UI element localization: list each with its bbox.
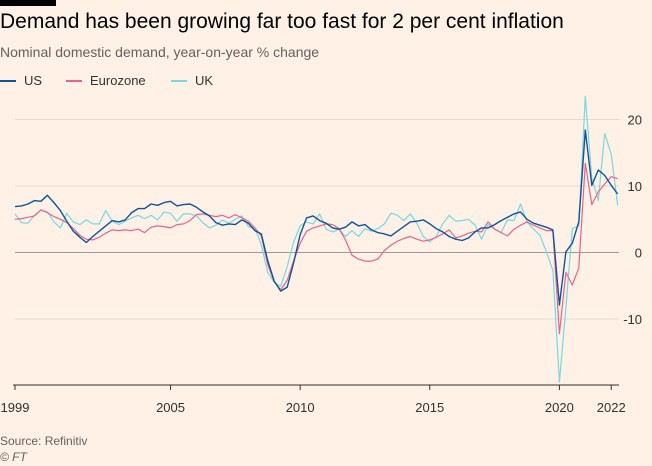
chart-title: Demand has been growing far too fast for… (0, 10, 564, 33)
legend-swatch-us (0, 79, 16, 82)
legend-item-uk: UK (171, 73, 213, 88)
brand-topbar (0, 0, 56, 6)
y-tick-label: 0 (635, 246, 642, 261)
x-tick-label: 2015 (415, 400, 444, 415)
x-tick-label: 2005 (156, 400, 185, 415)
series-line-eurozone (14, 162, 618, 335)
series-line-us (14, 129, 619, 306)
x-tick-label: 2020 (545, 400, 574, 415)
legend-label-uk: UK (195, 73, 214, 88)
y-tick-label: -10 (623, 312, 642, 327)
x-tick-label: 1999 (1, 400, 30, 415)
legend-swatch-uk (171, 79, 187, 82)
legend-item-us: US (0, 73, 42, 88)
gridlines (15, 119, 619, 320)
series-line-uk (14, 95, 619, 383)
x-tick-label: 2022 (597, 400, 626, 415)
legend-label-us: US (24, 73, 43, 88)
legend-item-eurozone: Eurozone (66, 73, 146, 88)
ft-credit: © FT (0, 450, 27, 464)
legend-swatch-eurozone (66, 79, 82, 82)
legend-label-eurozone: Eurozone (90, 73, 146, 88)
chart-subtitle: Nominal domestic demand, year-on-year % … (0, 44, 320, 60)
source-note: Source: Refinitiv (0, 434, 88, 448)
x-tick-label: 2010 (286, 400, 315, 415)
y-tick-label: 20 (628, 113, 642, 128)
y-tick-label: 10 (628, 179, 642, 194)
series-lines (14, 95, 619, 383)
